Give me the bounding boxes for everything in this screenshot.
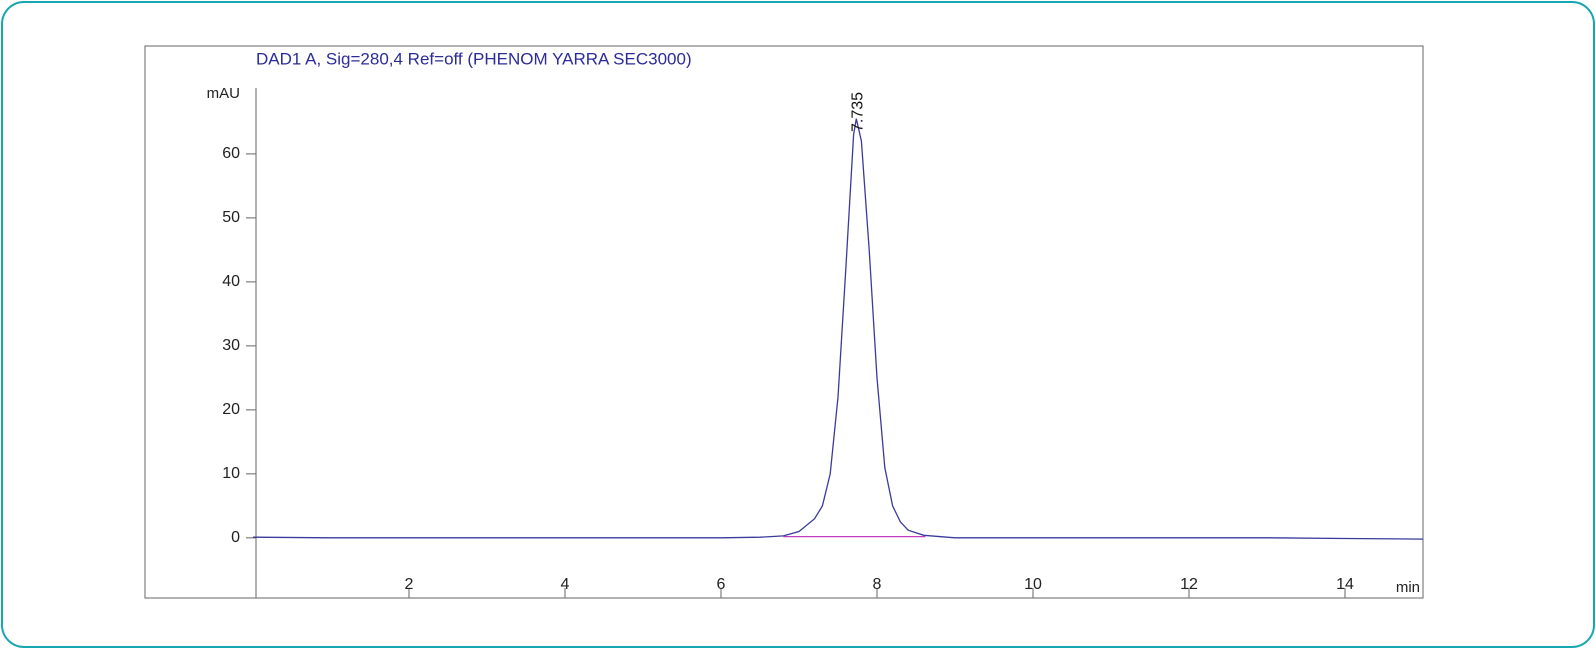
y-tick-label: 50: [222, 209, 240, 226]
y-tick-label: 10: [222, 465, 240, 482]
y-axis-label: mAU: [207, 85, 240, 102]
chart-title: DAD1 A, Sig=280,4 Ref=off (PHENOM YARRA …: [256, 49, 692, 68]
y-tick-label: 60: [222, 145, 240, 162]
chromatogram-line: [252, 118, 1424, 540]
y-tick-label: 20: [222, 401, 240, 418]
x-tick-label: 4: [561, 576, 570, 593]
x-axis-label: min: [1396, 579, 1420, 596]
x-tick-label: 6: [717, 576, 726, 593]
x-tick-label: 14: [1336, 576, 1354, 593]
x-tick-label: 8: [873, 576, 882, 593]
peak-label: 7.735: [850, 92, 867, 132]
y-tick-label: 0: [231, 529, 240, 546]
y-tick-label: 40: [222, 273, 240, 290]
x-tick-label: 12: [1180, 576, 1198, 593]
x-tick-label: 10: [1024, 576, 1042, 593]
plot-frame: [144, 45, 1424, 599]
x-tick-label: 2: [405, 576, 414, 593]
y-tick-label: 30: [222, 337, 240, 354]
